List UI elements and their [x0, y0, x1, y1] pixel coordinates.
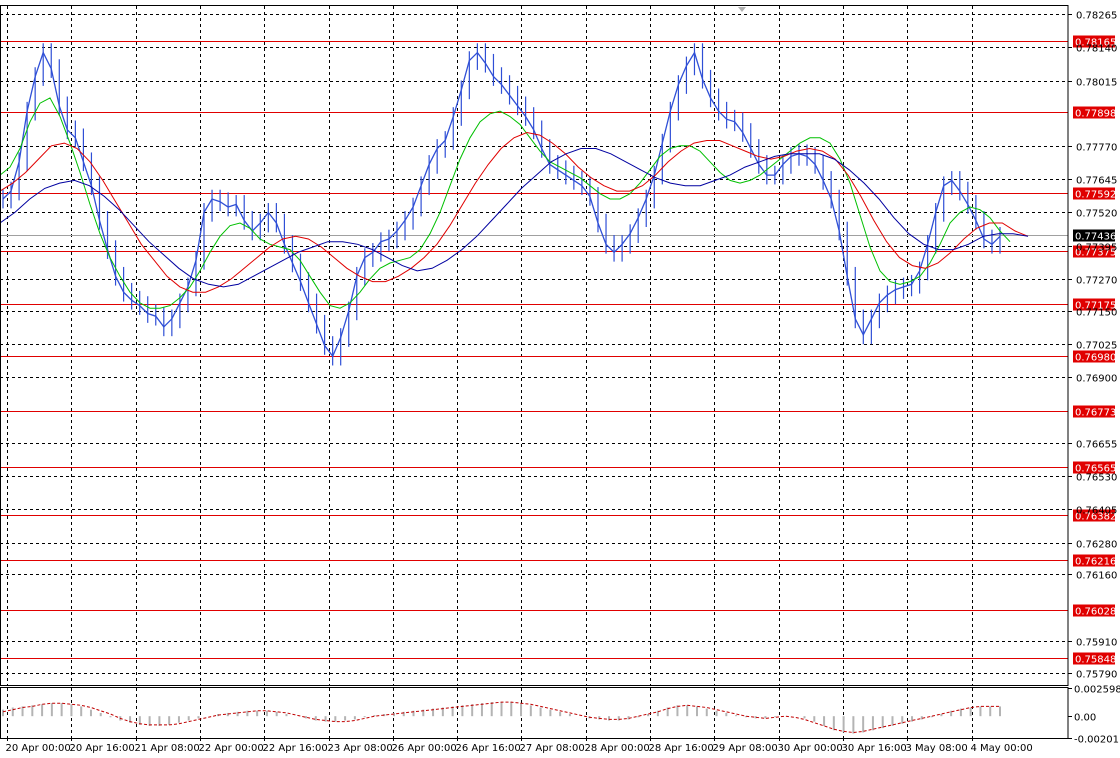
price-series: [2, 43, 1001, 366]
y-tick-label: 0.76160: [1076, 571, 1117, 582]
level-label-box: [1073, 245, 1115, 258]
oscillator-signal-line: [2, 701, 1000, 734]
current-price-label-box: [1073, 229, 1115, 242]
x-tick-label: 22 Apr 00:00: [199, 743, 264, 754]
y-tick-label: 0.76280: [1076, 540, 1117, 551]
level-label-box: [1073, 509, 1115, 522]
slow-ma-line: [0, 148, 1029, 288]
level-label: 0.76028: [1075, 607, 1116, 618]
level-label: 0.76382: [1075, 512, 1116, 523]
chart-shift-marker: [738, 7, 746, 12]
osc-y-tick-label: 0.002598: [1074, 685, 1120, 696]
x-tick-label: 30 Apr 00:00: [778, 743, 843, 754]
y-tick-label: 0.77520: [1076, 209, 1117, 220]
x-tick-label: 22 Apr 16:00: [263, 743, 328, 754]
y-tick-label: 0.77395: [1076, 243, 1117, 254]
level-label-box: [1073, 187, 1115, 200]
y-tick-label: 0.78140: [1076, 44, 1117, 55]
level-label-box: [1073, 35, 1115, 48]
x-tick-label: 4 May 00:00: [971, 743, 1033, 754]
x-tick-label: 26 Apr 16:00: [456, 743, 521, 754]
y-tick-label: 0.76655: [1076, 440, 1117, 451]
current-price-label: 0.77436: [1075, 232, 1116, 243]
x-tick-label: 20 Apr 00:00: [6, 743, 71, 754]
level-label-box: [1073, 604, 1115, 617]
x-tick-label: 26 Apr 00:00: [392, 743, 457, 754]
y-tick-label: 0.78265: [1076, 11, 1117, 22]
level-label-box: [1073, 554, 1115, 567]
y-tick-label: 0.77150: [1076, 308, 1117, 319]
x-tick-label: 28 Apr 16:00: [649, 743, 714, 754]
x-tick-label: 3 May 08:00: [906, 743, 968, 754]
osc-y-tick-label: -0.002011: [1074, 735, 1120, 746]
level-label: 0.77375: [1075, 248, 1116, 259]
level-label: 0.76216: [1075, 557, 1116, 568]
level-label-box: [1073, 298, 1115, 311]
level-label-box: [1073, 405, 1115, 418]
level-label: 0.77175: [1075, 301, 1116, 312]
oscillator-panel: [2, 701, 1001, 734]
y-tick-label: 0.78015: [1076, 78, 1117, 89]
y-tick-label: 0.75910: [1076, 638, 1117, 649]
y-tick-label: 0.77770: [1076, 143, 1117, 154]
osc-y-tick-label: 0.00: [1074, 713, 1096, 724]
price-line: [2, 50, 1001, 358]
x-tick-label: 28 Apr 00:00: [585, 743, 650, 754]
level-label: 0.76980: [1075, 353, 1116, 364]
level-label: 0.76773: [1075, 408, 1116, 419]
level-lines: 0.78165 0.77898 0.77592 0.77375 0.77175 0.769…: [0, 35, 1116, 666]
moving-averages: [0, 97, 1029, 309]
level-label: 0.77592: [1075, 190, 1116, 201]
y-tick-label: 0.76405: [1076, 506, 1117, 517]
x-tick-label: 21 Apr 08:00: [135, 743, 200, 754]
y-tick-label: 0.77270: [1076, 276, 1117, 287]
oscillator-plot-frame: [0, 687, 1069, 739]
mid-ma-line: [0, 131, 1029, 293]
fast-ma-line: [0, 97, 1011, 309]
level-label-box: [1073, 652, 1115, 665]
level-label: 0.76565: [1075, 464, 1116, 475]
x-tick-label: 20 Apr 16:00: [70, 743, 135, 754]
y-tick-label: 0.75790: [1076, 670, 1117, 681]
main-plot-frame: [0, 5, 1069, 686]
y-tick-label: 0.77645: [1076, 176, 1117, 187]
level-label-box: [1073, 461, 1115, 474]
level-label: 0.77898: [1075, 109, 1116, 120]
y-tick-label: 0.76530: [1076, 473, 1117, 484]
x-tick-label: 29 Apr 08:00: [713, 743, 778, 754]
x-tick-label: 23 Apr 08:00: [328, 743, 393, 754]
grid: [0, 6, 1068, 738]
x-tick-label: 30 Apr 16:00: [842, 743, 907, 754]
x-tick-label: 27 Apr 08:00: [520, 743, 585, 754]
level-label-box: [1073, 350, 1115, 363]
y-tick-label: 0.77025: [1076, 341, 1117, 352]
level-label-box: [1073, 106, 1115, 119]
level-label: 0.78165: [1075, 38, 1116, 49]
level-label: 0.75848: [1075, 655, 1116, 666]
y-tick-label: 0.76900: [1076, 374, 1117, 385]
